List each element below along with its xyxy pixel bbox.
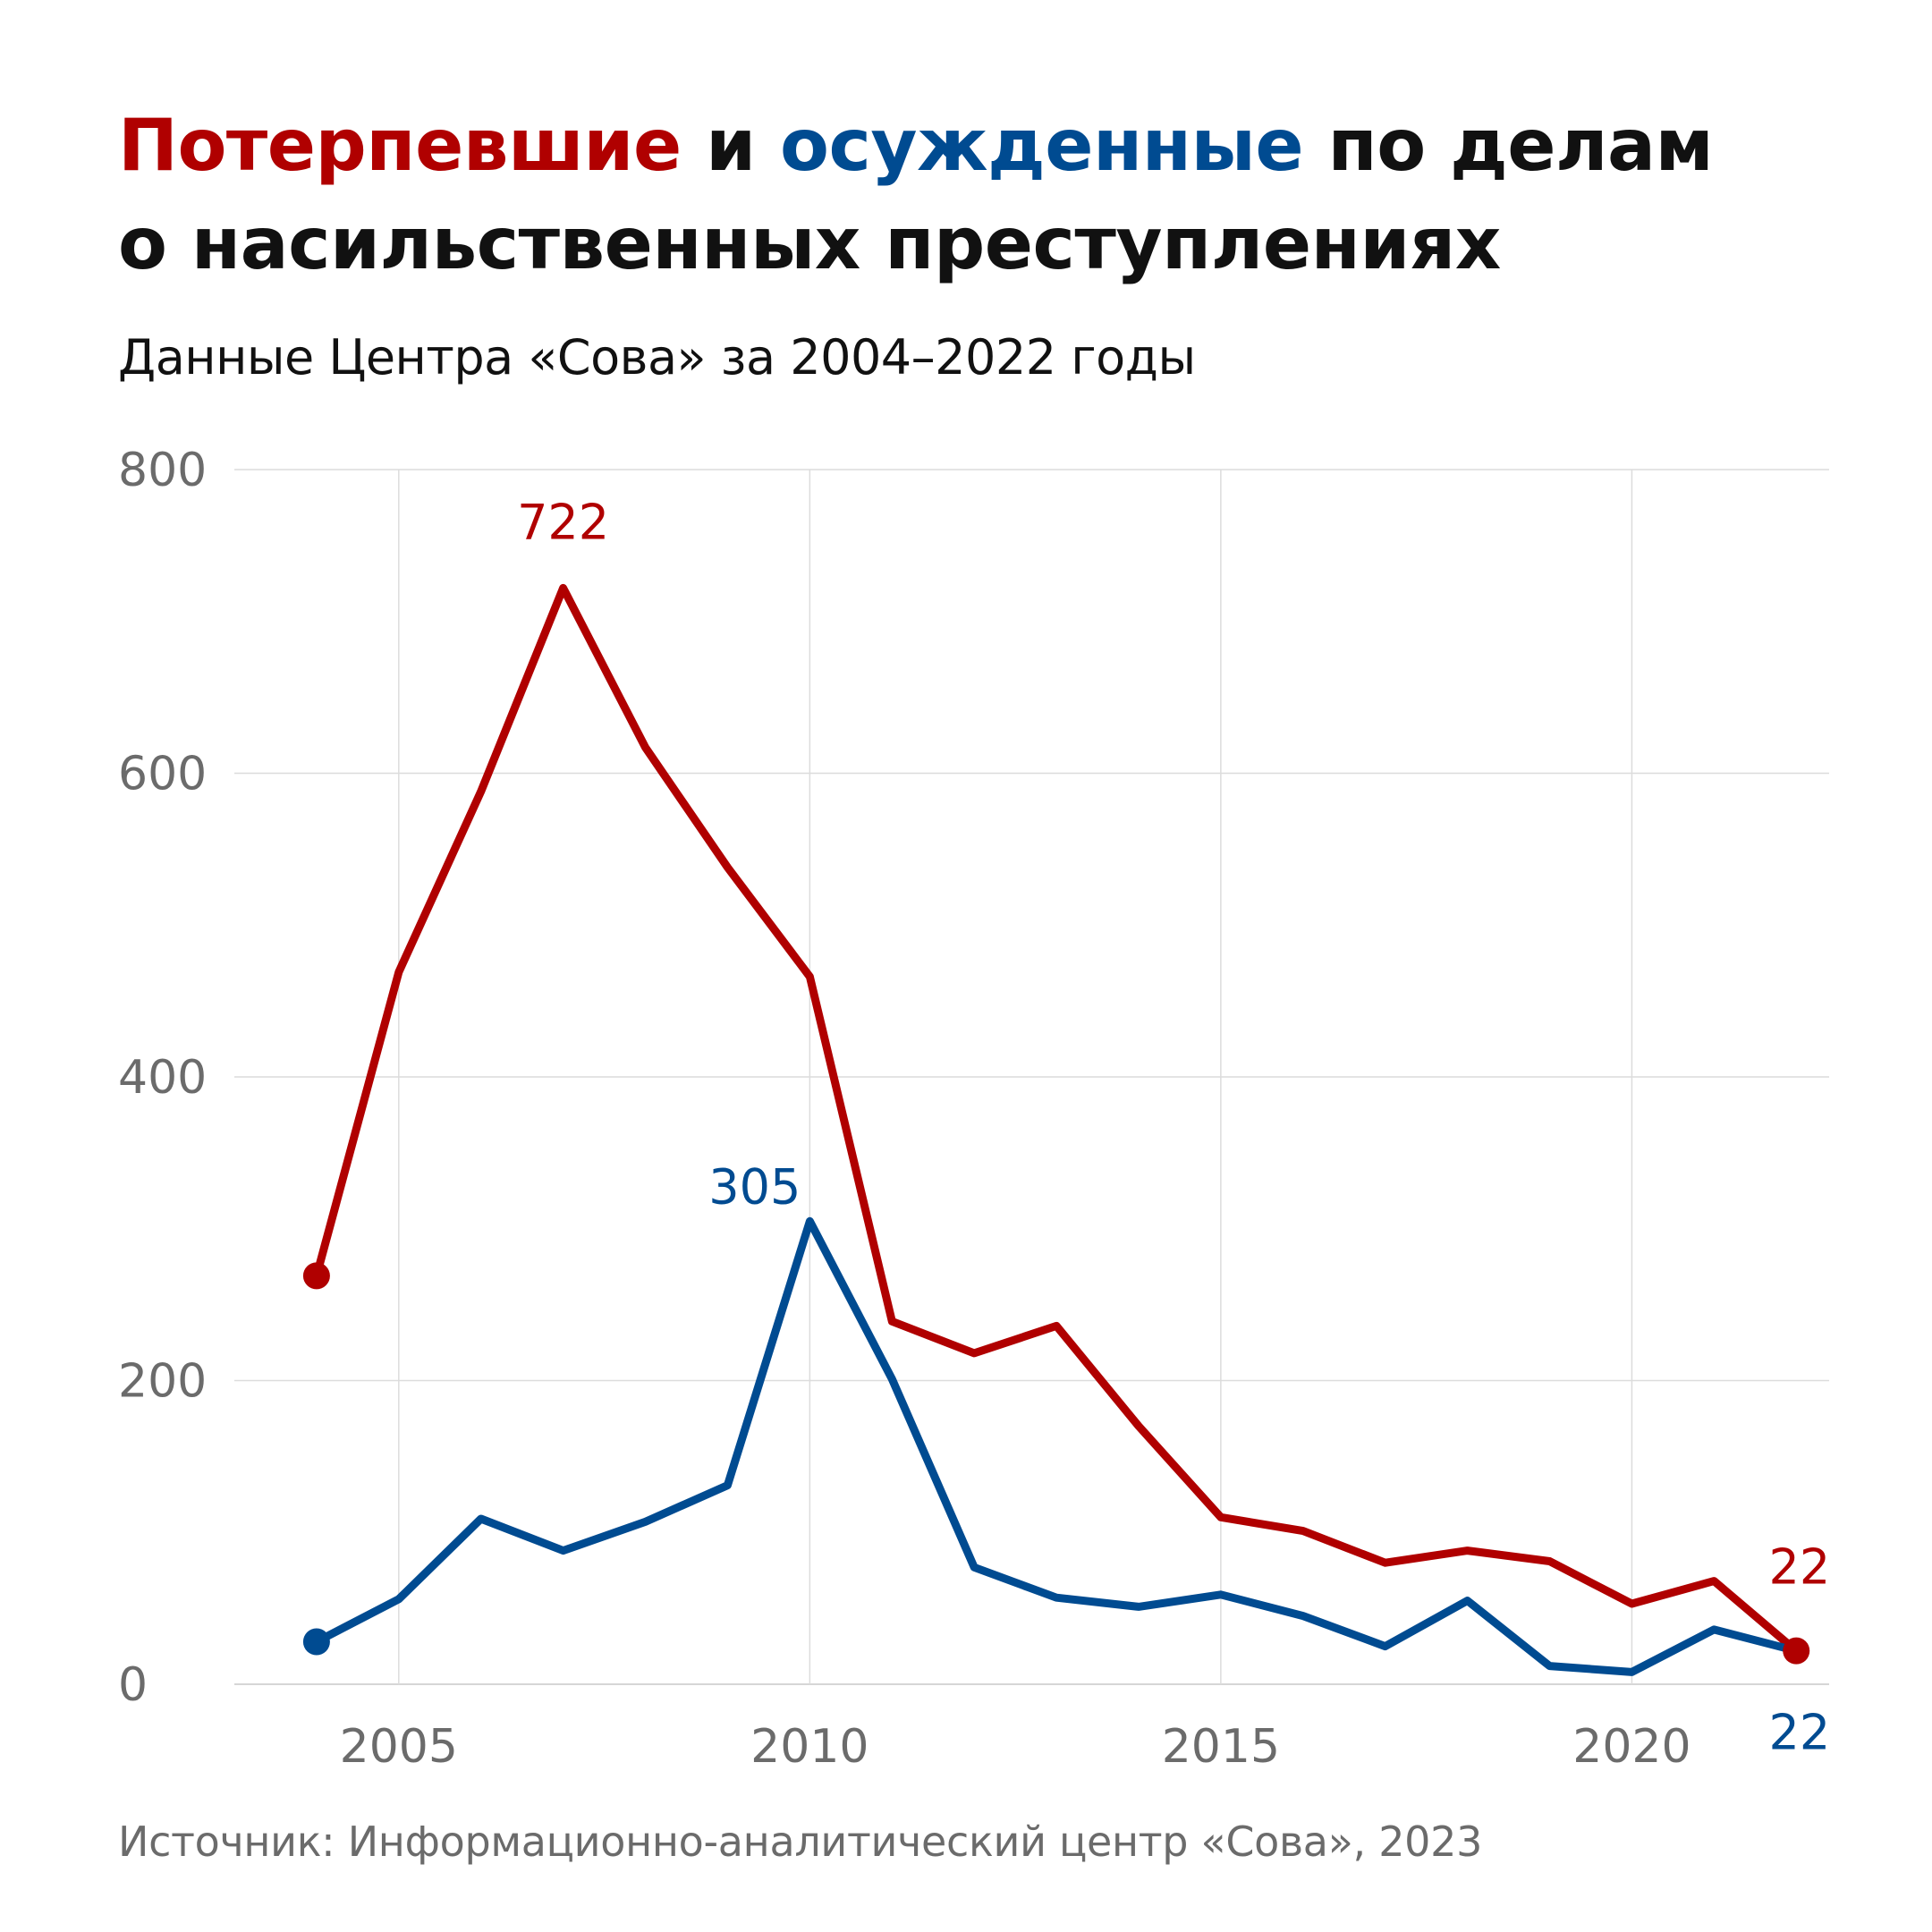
title-line2: о насильственных преступлениях [118, 202, 1501, 285]
x-tick-label: 2010 [750, 1720, 869, 1774]
convicted-line [312, 1216, 1801, 1676]
y-tick-label: 600 [118, 748, 207, 801]
convicted-start-point [302, 1628, 330, 1656]
victims-label-2022: 22 [1769, 1539, 1831, 1596]
y-axis-ticks: 0 200 400 600 800 [118, 444, 207, 1712]
convicted-label-2010: 305 [708, 1158, 801, 1215]
source-note: Источник: Информационно-аналитический це… [118, 1818, 1483, 1866]
title-convicted: осужденные [780, 104, 1304, 187]
chart-title: Потерпевшие и осужденные по делам о наси… [118, 97, 1818, 293]
title-victims: Потерпевшие [118, 104, 682, 187]
x-tick-label: 2005 [340, 1720, 458, 1774]
convicted-label-2022: 22 [1769, 1705, 1831, 1761]
victims-label-2007: 722 [517, 494, 609, 550]
data-labels: 722 305 22 22 [517, 494, 1830, 1760]
x-tick-label: 2020 [1572, 1720, 1690, 1774]
series-lines [302, 583, 1810, 1676]
victims-line [312, 583, 1801, 1656]
y-tick-label: 200 [118, 1355, 207, 1409]
y-tick-label: 800 [118, 444, 207, 497]
victims-start-point [302, 1262, 330, 1290]
chart-subtitle: Данные Центра «Сова» за 2004–2022 годы [118, 329, 1196, 386]
y-tick-label: 0 [118, 1658, 148, 1712]
grid-lines [234, 469, 1829, 1685]
x-axis-ticks: 2005 2010 2015 2020 [340, 1720, 1691, 1774]
victims-end-point [1783, 1637, 1810, 1665]
x-tick-label: 2015 [1162, 1720, 1280, 1774]
title-rest: по делам [1303, 104, 1714, 187]
title-and: и [681, 104, 780, 187]
y-tick-label: 400 [118, 1051, 207, 1105]
